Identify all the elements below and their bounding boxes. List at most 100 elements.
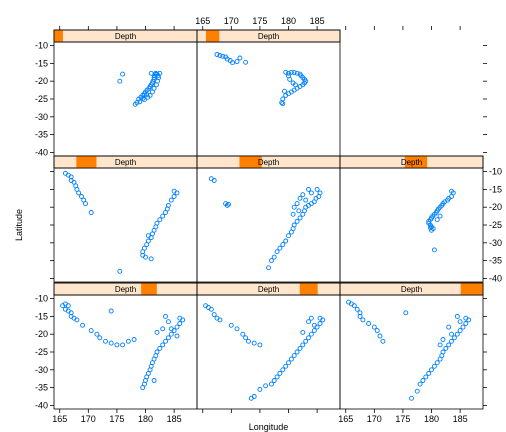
data-point-8-32	[417, 381, 423, 387]
depth-level-bar-1	[54, 30, 63, 42]
data-point-4-23	[277, 245, 283, 251]
axes: 165 170 175 180 185 165 170 175 180 185 165 170 175 1…	[35, 16, 502, 424]
depth-level-bar-5	[404, 156, 428, 168]
data-point-7-23	[294, 349, 300, 355]
data-point-6-40	[140, 385, 146, 391]
panel-frame-1	[53, 41, 198, 157]
depth-strip-label-6: Depth	[115, 285, 136, 294]
x-tick-label-top-1-175: 175	[252, 16, 267, 26]
y-tick-label-left-0--30: -30	[35, 112, 48, 122]
data-point-4-16	[294, 218, 300, 224]
data-point-8-30	[423, 374, 429, 380]
data-point-3-10	[83, 201, 88, 207]
data-point-4-15	[297, 215, 303, 221]
data-point-4-30	[300, 192, 306, 198]
x-tick-label-bottom-2-185: 185	[453, 414, 468, 424]
x-tick-label-bottom-2-175: 175	[395, 414, 410, 424]
data-point-6-41	[163, 313, 168, 319]
data-point-7-18	[308, 331, 314, 337]
data-point-8-26	[434, 360, 440, 366]
data-point-8-7	[366, 321, 372, 326]
data-point-8-12	[403, 310, 409, 316]
data-point-6-13	[103, 338, 108, 344]
x-tick-label-bottom-0-175: 175	[109, 414, 124, 424]
x-tick-label-bottom-0-170: 170	[81, 414, 96, 424]
depth-strip-label-2: Depth	[258, 32, 279, 41]
data-point-4-19	[288, 229, 294, 235]
data-point-8-21	[446, 342, 452, 348]
data-point-2-10	[283, 69, 289, 75]
y-tick-label-left-2--40: -40	[35, 400, 48, 410]
depth-level-bar-6	[141, 283, 157, 295]
data-point-7-5	[217, 317, 223, 323]
data-point-6-22	[177, 321, 183, 326]
x-tick-label-bottom-0-185: 185	[167, 414, 182, 424]
y-tick-label-right-1--15: -15	[489, 184, 502, 194]
data-point-7-33	[263, 383, 269, 389]
depth-level-bar-4	[239, 156, 262, 168]
data-point-8-35	[454, 313, 460, 319]
x-tick-label-top-1-170: 170	[224, 16, 239, 26]
data-point-6-47	[151, 378, 157, 383]
data-point-3-27	[144, 242, 150, 248]
x-axis-title: Longitude	[249, 422, 289, 432]
data-point-6-29	[157, 345, 163, 351]
data-point-4-25	[271, 254, 277, 260]
data-point-4-3	[224, 202, 230, 208]
x-tick-label-top-1-180: 180	[281, 16, 296, 26]
data-point-1-21	[153, 82, 159, 88]
data-point-7-26	[286, 360, 291, 366]
data-point-4-36	[296, 208, 302, 214]
panel-points-2	[214, 52, 309, 107]
data-point-2-13	[291, 70, 297, 76]
x-tick-label-top-1-165: 165	[195, 16, 210, 26]
data-point-6-46	[160, 326, 166, 332]
data-point-1-32	[117, 78, 123, 84]
data-point-2-32	[287, 76, 293, 82]
data-point-6-25	[168, 331, 174, 337]
data-point-3-32	[148, 256, 154, 262]
y-tick-label-right-1--25: -25	[489, 220, 502, 230]
depth-strip-label-5: Depth	[401, 158, 422, 167]
y-tick-label-left-0--20: -20	[35, 76, 48, 86]
data-point-8-27	[431, 363, 437, 369]
data-point-6-18	[131, 337, 137, 342]
data-point-8-9	[374, 328, 380, 334]
data-point-2-2	[220, 53, 226, 59]
data-point-7-19	[306, 335, 311, 341]
data-point-6-27	[163, 338, 168, 344]
y-tick-label-right-1--10: -10	[489, 167, 502, 177]
data-point-1-30	[157, 70, 163, 76]
data-point-3-14	[171, 194, 177, 199]
data-point-3-13	[174, 190, 180, 196]
data-point-7-25	[288, 356, 294, 362]
panel-frame-4	[196, 167, 341, 283]
x-tick-label-bottom-2-165: 165	[338, 414, 353, 424]
data-point-3-33	[117, 268, 123, 274]
data-point-8-11	[380, 338, 386, 344]
data-point-1-34	[140, 95, 146, 101]
data-point-4-27	[266, 265, 271, 271]
data-point-8-38	[449, 331, 454, 337]
depth-strip-label-7: Depth	[258, 285, 279, 294]
data-point-8-29	[426, 370, 432, 376]
data-point-6-43	[168, 326, 174, 332]
data-point-7-34	[257, 386, 263, 392]
y-tick-label-left-2--30: -30	[35, 365, 48, 375]
data-point-6-17	[125, 338, 131, 344]
data-point-8-14	[466, 317, 472, 323]
data-point-8-16	[460, 324, 466, 330]
data-point-7-32	[268, 381, 274, 387]
y-tick-label-left-2--20: -20	[35, 329, 48, 339]
depth-strip-label-4: Depth	[258, 158, 279, 167]
data-point-8-10	[377, 333, 383, 339]
data-point-8-15	[463, 321, 469, 326]
data-point-6-28	[160, 342, 166, 348]
data-point-4-14	[300, 211, 306, 217]
data-point-3-31	[143, 254, 148, 260]
panel-points-7	[203, 303, 326, 401]
data-point-2-34	[292, 82, 298, 88]
depth-level-bar-2	[205, 30, 220, 42]
y-tick-label-left-2--15: -15	[35, 311, 48, 321]
